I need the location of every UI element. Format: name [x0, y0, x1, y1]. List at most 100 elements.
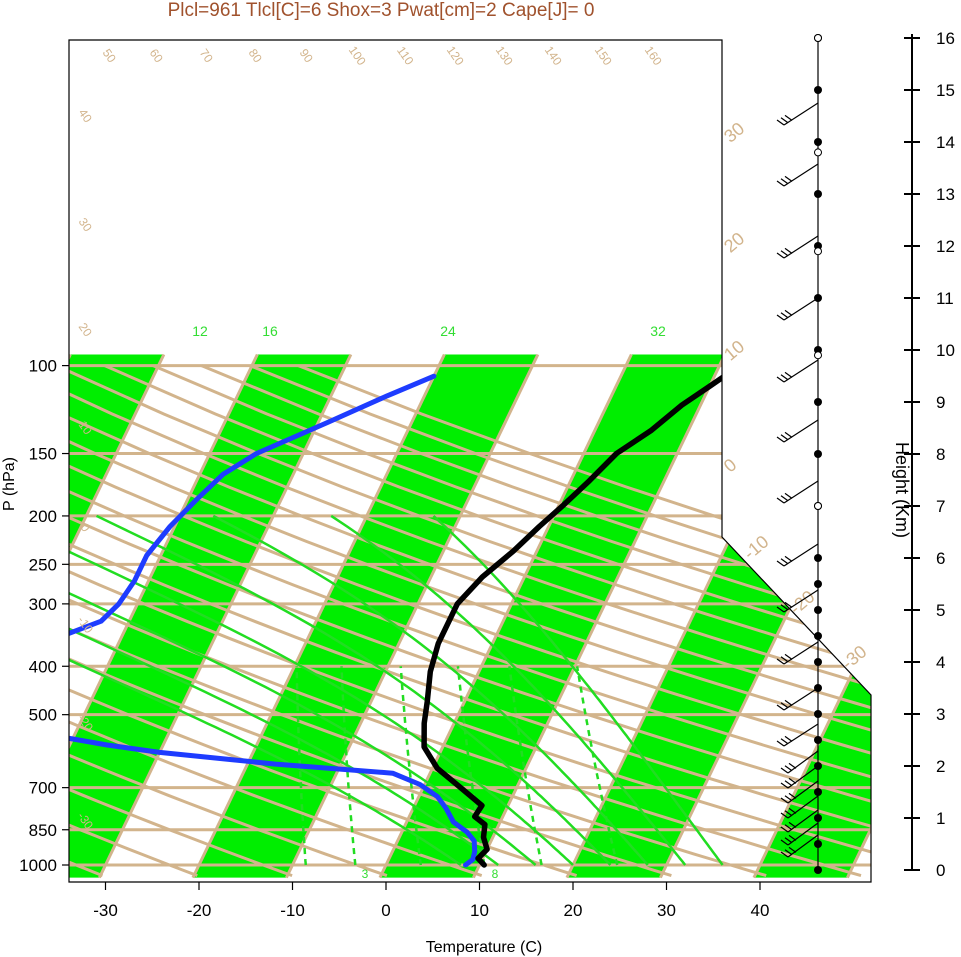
dry-adiabat-line	[69, 364, 871, 878]
height-tick-label: 13	[936, 185, 955, 204]
dry-adiabat-label: 10	[720, 336, 748, 364]
isotherm-label: 120	[444, 43, 467, 68]
dry-adiabat-label: 0	[720, 455, 741, 477]
wind-barb-feather	[780, 495, 789, 502]
x-tick-label: -10	[280, 901, 305, 920]
wind-barb-feather	[776, 376, 785, 383]
wind-barb-feather	[780, 826, 789, 833]
height-point	[814, 658, 822, 666]
x-tick-label: 40	[751, 901, 770, 920]
moist-adiabat-line	[69, 514, 499, 866]
isotherm-line	[378, 353, 633, 879]
x-tick-label: 30	[657, 901, 676, 920]
mixing-ratio-line	[295, 666, 308, 866]
height-tick-label: 6	[936, 549, 945, 568]
moist-adiabat-line	[212, 514, 649, 866]
wind-barb	[776, 723, 819, 747]
height-point	[814, 736, 822, 744]
temperature-band	[69, 354, 164, 878]
wind-barb	[776, 480, 819, 504]
wind-barb-feather	[776, 606, 785, 613]
wind-barb	[776, 589, 819, 613]
wind-barb	[780, 809, 819, 833]
wind-barb-feather	[780, 374, 789, 381]
wind-barb-staff	[783, 419, 819, 443]
isotherm-label: 40	[76, 106, 95, 125]
mixing-ratio-label: 8	[492, 867, 499, 881]
wind-barb	[776, 297, 819, 321]
dry-adiabat-line	[69, 364, 578, 878]
wind-barb-feather	[784, 492, 793, 499]
x-tick-label: -20	[187, 901, 212, 920]
isotherm-line	[98, 353, 353, 879]
isotherm-label: 140	[542, 43, 565, 68]
height-point-open	[814, 148, 822, 157]
wind-barb	[776, 641, 819, 665]
wind-barb-feather	[776, 560, 785, 567]
wind-barb-feather	[784, 114, 793, 121]
y-tick-label: 150	[29, 445, 57, 464]
wind-barb-feather	[780, 312, 789, 319]
height-tick-label: 1	[936, 809, 945, 828]
wind-barb-feather	[780, 604, 789, 611]
isotherm-label: 80	[246, 46, 265, 65]
dry-adiabat-line	[69, 364, 198, 878]
wind-barb-feather	[780, 434, 789, 441]
wind-barb	[776, 359, 819, 383]
dry-adiabat-line	[69, 364, 871, 878]
wind-barb-feather	[784, 431, 793, 438]
height-tick-label: 15	[936, 81, 955, 100]
wind-barb-feather	[784, 699, 793, 706]
wind-barb-feather	[780, 839, 789, 846]
wind-barb-feather	[788, 821, 797, 828]
height-tick-label: 12	[936, 237, 955, 256]
dewpoint-profile	[69, 373, 478, 868]
mixing-ratio-line	[399, 666, 423, 866]
moist-adiabat-line	[69, 514, 537, 866]
dry-adiabat-line	[69, 364, 871, 878]
y-tick-label: 400	[29, 657, 57, 676]
dry-adiabat-line	[69, 364, 871, 878]
wind-barb-feather	[780, 558, 789, 565]
height-tick-label: 3	[936, 705, 945, 724]
dry-adiabat-line	[69, 364, 871, 878]
wind-barb	[780, 765, 819, 789]
wind-barb-staff	[787, 795, 819, 819]
wind-barb	[776, 163, 819, 187]
height-tick-label: 8	[936, 445, 945, 464]
height-point	[814, 86, 822, 94]
height-tick-label: 11	[936, 289, 954, 308]
isotherm-label: 60	[147, 46, 166, 65]
dry-adiabat-line	[69, 364, 871, 878]
wind-barb	[776, 419, 819, 443]
dry-adiabat-line	[104, 364, 871, 878]
wind-barb-feather	[776, 180, 785, 187]
wind-barb-feather	[780, 797, 789, 804]
isotherm-label: 90	[297, 46, 316, 65]
wind-barb-feather	[776, 497, 785, 504]
wind-barb-feather	[776, 314, 785, 321]
y-tick-label: 850	[29, 821, 57, 840]
isotherm-label: 100	[346, 43, 369, 68]
wind-barb-feather	[780, 812, 789, 819]
mixing-ratio-label: 3	[362, 867, 369, 881]
moist-adiabat-label: 32	[650, 323, 666, 339]
height-point	[814, 554, 822, 562]
temperature-band	[753, 354, 871, 878]
isotherm-label: 70	[197, 46, 216, 65]
height-point-open	[814, 351, 822, 360]
wind-barb-feather	[788, 846, 797, 853]
wind-barb-feather	[784, 849, 793, 856]
moist-adiabat-label: 24	[440, 323, 456, 339]
wind-barb-feather	[784, 837, 793, 844]
dry-adiabat-label: 20	[720, 228, 748, 256]
isotherm-label: 110	[394, 44, 417, 68]
temperature-band	[379, 354, 725, 878]
x-axis-title: Temperature (C)	[426, 939, 542, 956]
height-tick-label: 4	[936, 653, 945, 672]
wind-barb-feather	[784, 371, 793, 378]
height-tick-label: 2	[936, 757, 945, 776]
wind-barb-feather	[784, 555, 793, 562]
height-point	[814, 814, 822, 822]
